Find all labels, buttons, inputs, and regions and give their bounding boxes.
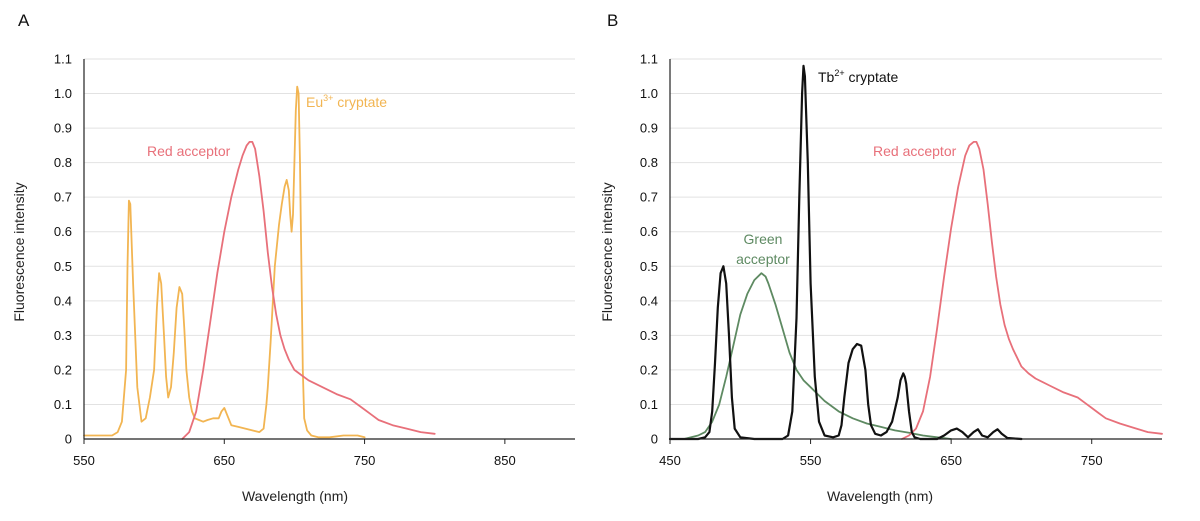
panel-b-series [668,64,1163,441]
panel-a-eu-cryptate-annotation: Eu3+ cryptate [306,93,387,110]
panel-b-y-tick-label: 1.0 [640,86,658,101]
panel-a-chart: A 0 0.1 0.2 0.3 0.4 0.5 0.6 0.7 0.8 0.9 1.0 1.1 550… [11,11,575,504]
panel-a-label: A [18,11,30,30]
panel-b-y-ticks: 0 0.1 0.2 0.3 0.4 0.5 0.6 0.7 0.8 0.9 1.0 1.1 [640,52,658,447]
panel-b-series-red-acceptor [901,140,1163,440]
panel-a-x-axis-label: Wavelength (nm) [242,488,348,504]
panel-b-y-tick-label: 0.3 [640,328,658,343]
panel-b-chart: B 0 0.1 0.2 0.3 0.4 0.5 0.6 0.7 0.8 0.9 1.0 1.1 450… [599,11,1163,504]
panel-b-y-tick-label: 1.1 [640,52,658,67]
tb-superscript: 2+ [834,68,844,78]
panel-b-x-tick-label: 450 [659,453,681,468]
panel-a-y-tick-label: 0.2 [54,362,72,377]
panel-b-gridlines [670,58,1162,405]
panel-b-label: B [607,11,618,30]
eu-superscript: 3+ [323,93,333,103]
panel-a-y-tick-label: 1.1 [54,52,72,67]
panel-a-y-tick-label: 0.3 [54,328,72,343]
panel-b-series-tb-cryptate [668,64,1023,441]
eu-tail: cryptate [333,94,387,110]
panel-a-red-acceptor-annotation: Red acceptor [147,143,231,159]
panel-a-y-tick-label: 1.0 [54,86,72,101]
panel-b-x-tick-label: 750 [1081,453,1103,468]
panel-b-y-tick-label: 0.4 [640,293,658,308]
panel-b-y-tick-label: 0.5 [640,259,658,274]
panel-b-y-tick-label: 0.7 [640,190,658,205]
panel-b-tb-cryptate-annotation: Tb2+ cryptate [818,68,899,85]
panel-a-series-eu-cryptate [83,85,366,439]
tb-tail: cryptate [845,69,899,85]
panel-a-y-ticks: 0 0.1 0.2 0.3 0.4 0.5 0.6 0.7 0.8 0.9 1.0 1.1 [54,52,72,447]
panel-b-series-green-acceptor [683,272,952,440]
panel-b-y-tick-label: 0.1 [640,397,658,412]
panel-a-y-tick-label: 0.1 [54,397,72,412]
panel-a-y-tick-label: 0.9 [54,121,72,136]
panel-a-x-tick-label: 650 [213,453,235,468]
panel-a-y-axis-label: Fluorescence intensity [11,182,27,321]
panel-a-y-tick-label: 0.5 [54,259,72,274]
panel-b-y-tick-label: 0 [651,432,658,447]
panel-b-y-tick-label: 0.9 [640,121,658,136]
eu-text: Eu [306,94,323,110]
panel-b-green-acceptor-annotation-line2: acceptor [736,251,790,267]
panel-b-x-axis-label: Wavelength (nm) [827,488,933,504]
panel-a-y-tick-label: 0.6 [54,224,72,239]
panel-a-y-tick-label: 0.4 [54,293,72,308]
panel-b-green-acceptor-annotation-line1: Green [744,231,783,247]
panel-a-x-tick-label: 850 [494,453,516,468]
panel-a-series-red-acceptor [181,140,436,440]
tb-text: Tb [818,69,835,85]
panel-a-y-tick-label: 0.7 [54,190,72,205]
panel-b-y-axis-label: Fluorescence intensity [599,182,615,321]
panel-b-x-tick-label: 550 [800,453,822,468]
panel-a-y-tick-label: 0.8 [54,155,72,170]
panel-a-gridlines [84,58,575,405]
panel-b-x-ticks: 450 550 650 750 [659,439,1103,468]
panel-b-red-acceptor-annotation: Red acceptor [873,143,957,159]
panel-b-y-tick-label: 0.6 [640,224,658,239]
panel-a-x-ticks: 550 650 750 850 [73,439,516,468]
panel-a-x-tick-label: 550 [73,453,95,468]
panel-b-y-tick-label: 0.2 [640,362,658,377]
panel-b-y-tick-label: 0.8 [640,155,658,170]
panel-a-series [83,85,436,440]
panel-a-x-tick-label: 750 [354,453,376,468]
panel-a-y-tick-label: 0 [65,432,72,447]
panel-b-x-tick-label: 650 [940,453,962,468]
